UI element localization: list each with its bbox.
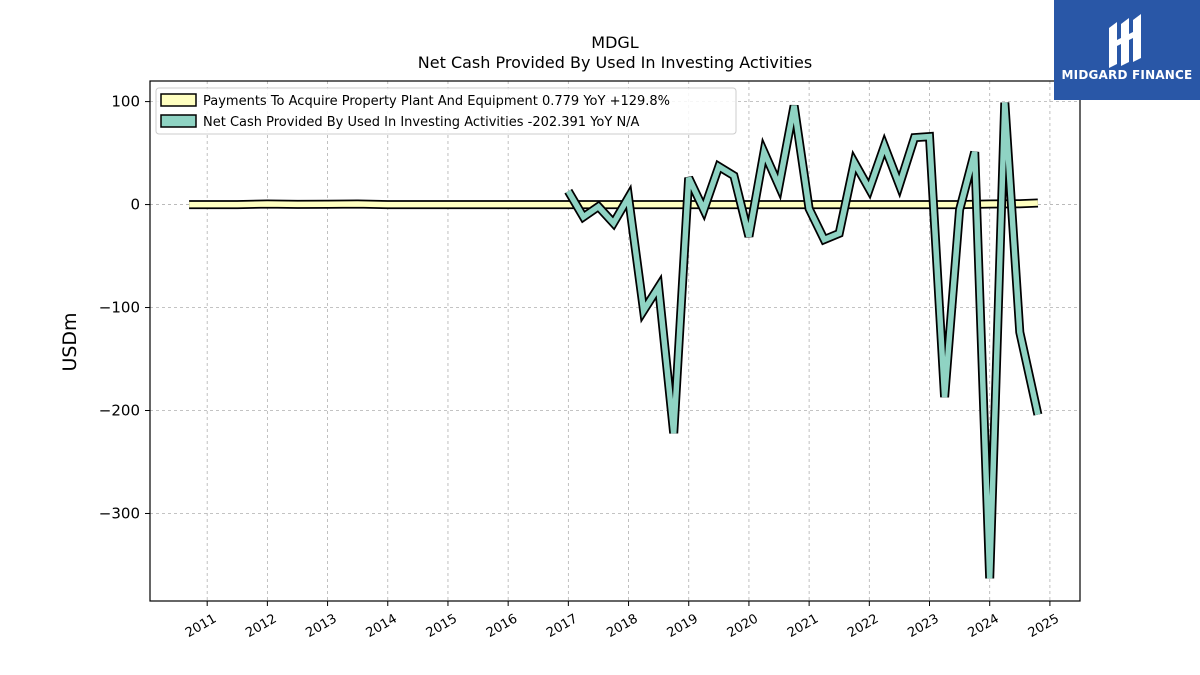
x-tick-label: 2020 xyxy=(725,611,761,641)
x-tick-label: 2024 xyxy=(966,611,1002,641)
legend-label-investing: Net Cash Provided By Used In Investing A… xyxy=(203,115,640,130)
y-tick-label: 0 xyxy=(130,196,140,214)
y-axis-ticks: 100 0 −100 −200 −300 xyxy=(99,93,150,522)
brand-logo-text: MIDGARD FINANCE xyxy=(1061,68,1193,82)
x-tick-label: 2015 xyxy=(424,611,460,641)
y-tick-label: −200 xyxy=(99,402,140,420)
legend-frame xyxy=(155,87,737,135)
chart-subtitle: Net Cash Provided By Used In Investing A… xyxy=(418,53,812,72)
y-tick-label: 100 xyxy=(111,93,140,111)
x-tick-label: 2012 xyxy=(243,611,279,641)
x-tick-label: 2011 xyxy=(183,611,219,641)
legend-swatch-ppe xyxy=(160,93,197,107)
legend-swatch-investing xyxy=(160,114,197,128)
y-tick-label: −300 xyxy=(99,504,140,522)
x-tick-label: 2019 xyxy=(665,611,701,641)
x-tick-label: 2018 xyxy=(604,611,640,641)
legend-label-ppe: Payments To Acquire Property Plant And E… xyxy=(203,94,670,109)
x-tick-label: 2025 xyxy=(1026,611,1062,641)
x-tick-label: 2013 xyxy=(303,611,339,641)
x-tick-label: 2022 xyxy=(845,611,881,641)
brand-logo: MIDGARD FINANCE xyxy=(1054,0,1200,100)
x-tick-label: 2016 xyxy=(484,611,520,641)
plot-area-frame xyxy=(149,80,1081,602)
series-line-ppe xyxy=(189,200,1039,208)
y-axis-label: USDm xyxy=(59,312,81,371)
y-tick-label: −100 xyxy=(99,299,140,317)
x-tick-label: 2017 xyxy=(544,611,580,641)
x-tick-label: 2023 xyxy=(905,611,941,641)
legend: Payments To Acquire Property Plant And E… xyxy=(155,87,737,135)
x-tick-label: 2021 xyxy=(785,611,821,641)
series-layer xyxy=(189,102,1043,579)
x-tick-label: 2014 xyxy=(364,611,400,641)
brand-logo-icon xyxy=(1109,14,1141,68)
chart-title: MDGL xyxy=(591,33,639,52)
x-axis-ticks: 2011 2012 2013 2014 2015 2016 2017 2018 2019 2020… xyxy=(183,601,1062,641)
series-line-investing xyxy=(565,102,1041,579)
